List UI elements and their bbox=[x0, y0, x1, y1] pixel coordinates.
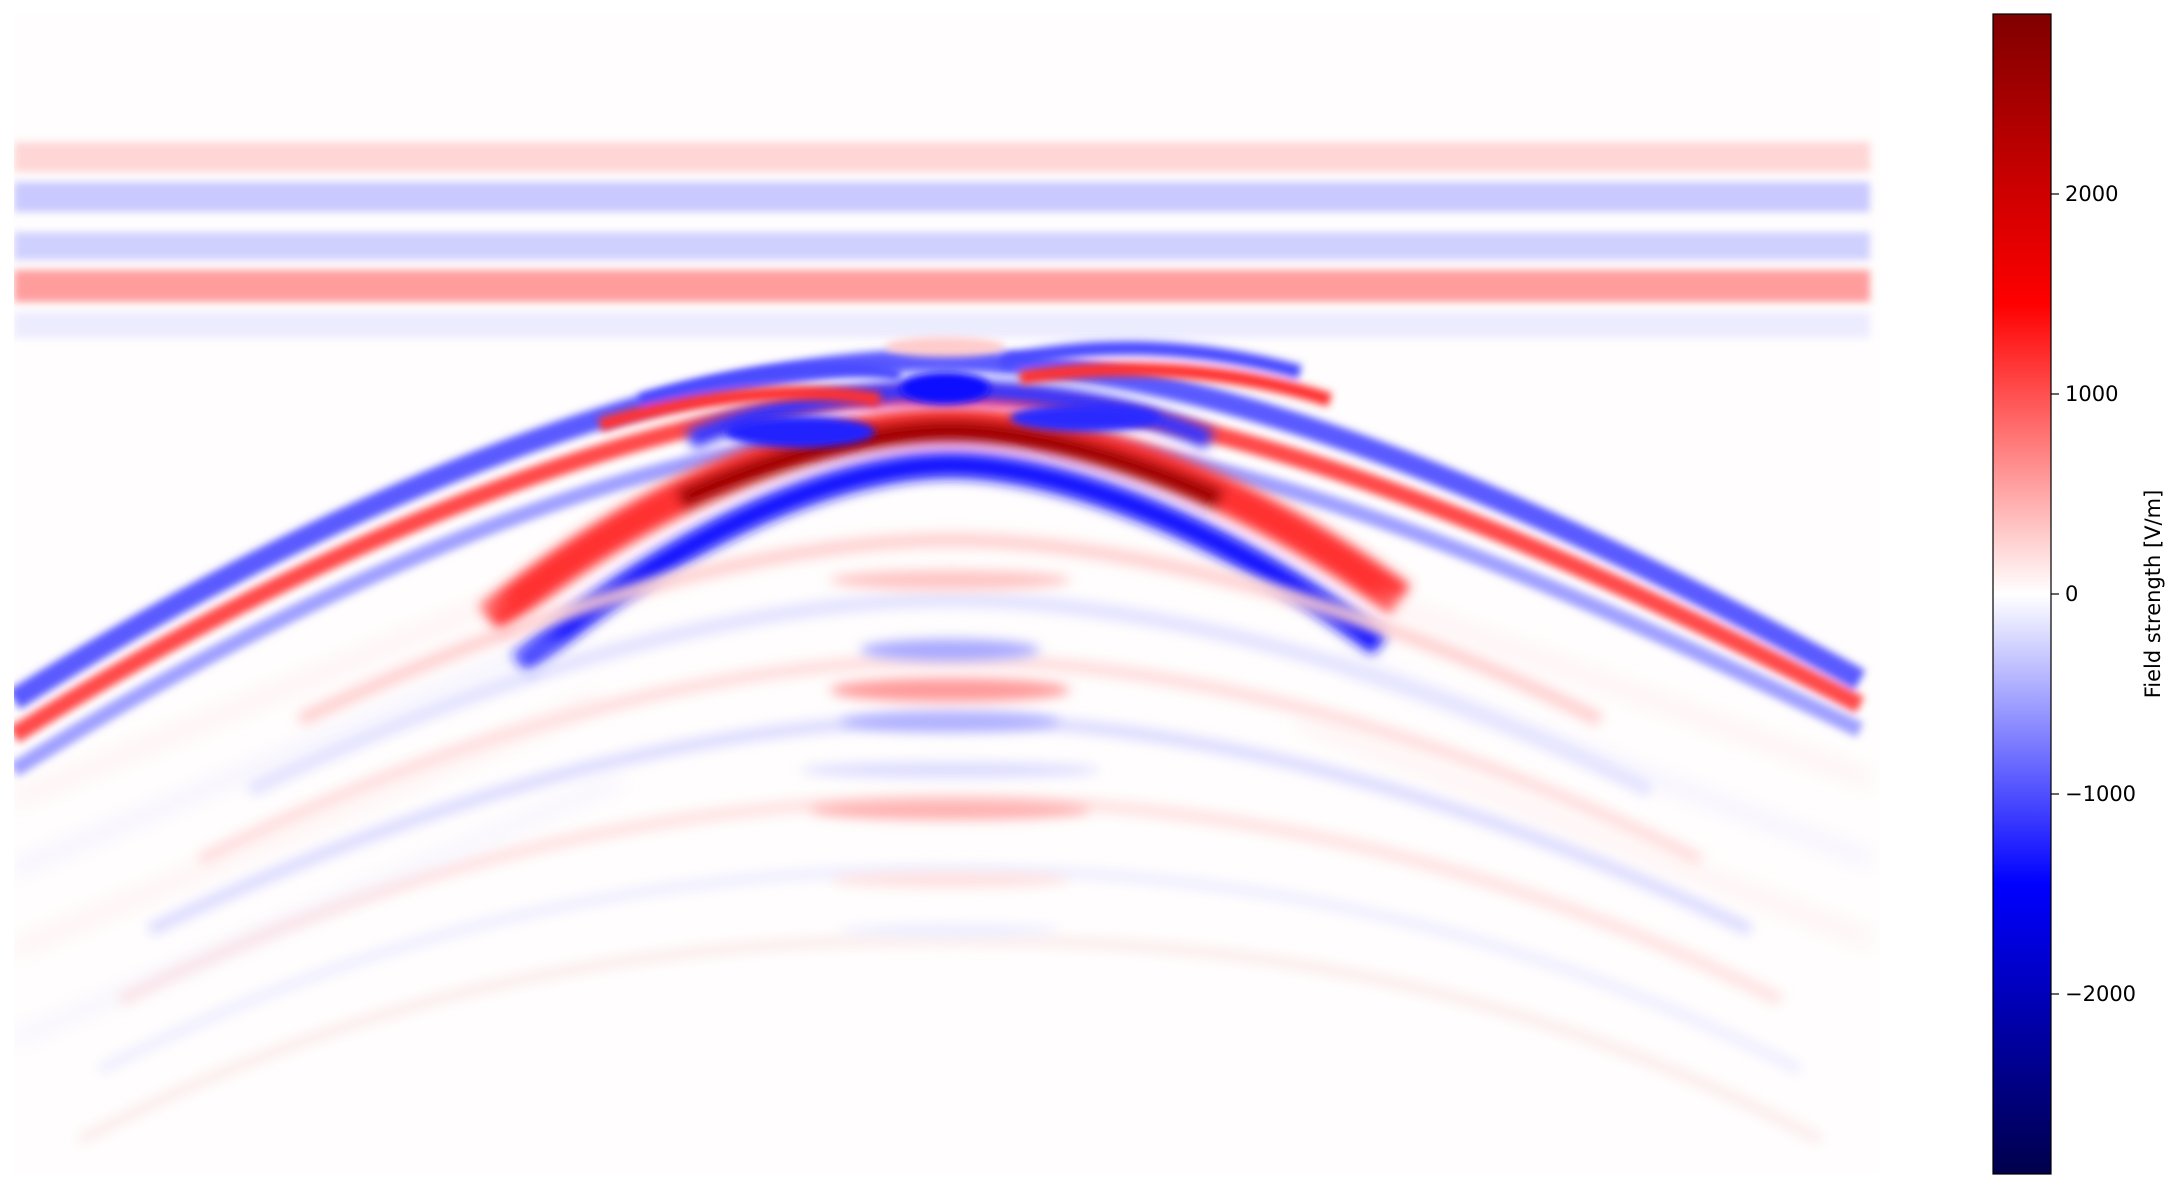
upper-right-red-arc bbox=[1018, 362, 1333, 407]
band-4 bbox=[14, 270, 1870, 302]
colorbar-tick-label: −2000 bbox=[2065, 982, 2136, 1006]
colorbar-tick-label: 2000 bbox=[2065, 182, 2118, 206]
outer-reflection-blue bbox=[14, 348, 1866, 710]
apex-blue-blob bbox=[900, 372, 990, 404]
apex-red-top bbox=[885, 337, 1005, 357]
upper-right-blue-arc bbox=[998, 341, 1302, 379]
streak-left-4 bbox=[14, 775, 622, 1045]
central-blue-1 bbox=[860, 639, 1040, 661]
primary-reflection-blue bbox=[511, 451, 1388, 675]
streak-left-3 bbox=[14, 695, 602, 955]
streak-right-3 bbox=[1298, 715, 1872, 945]
central-red-3 bbox=[810, 800, 1090, 820]
multiple-7 bbox=[77, 934, 1823, 1145]
heatmap-image bbox=[14, 14, 1880, 1174]
band-3 bbox=[14, 232, 1870, 260]
central-red-1 bbox=[830, 570, 1070, 590]
band-2 bbox=[14, 182, 1870, 212]
central-blue-3 bbox=[800, 762, 1100, 778]
right-blue-lobe bbox=[1010, 404, 1160, 432]
direct-wave-bands bbox=[14, 142, 1870, 338]
colorbar-label: Field strength [V/m] bbox=[2141, 490, 2165, 699]
band-1 bbox=[14, 142, 1870, 172]
central-red-4 bbox=[830, 873, 1070, 887]
central-blue-4 bbox=[840, 924, 1060, 936]
colorbar-tick-label: −1000 bbox=[2065, 782, 2136, 806]
colorbar-tick-label: 0 bbox=[2065, 582, 2078, 606]
multiple-6 bbox=[97, 864, 1803, 1075]
colorbar-tick-label: 1000 bbox=[2065, 382, 2118, 406]
multiple-1 bbox=[296, 532, 1604, 727]
upper-left-red-arc bbox=[597, 386, 882, 432]
central-blue-2 bbox=[840, 712, 1060, 732]
colorbar-ticks: −2000 −1000 0 1000 2000 bbox=[2051, 182, 2136, 1006]
colorbar: −2000 −1000 0 1000 2000 Field strength [V/m] bbox=[1992, 13, 2165, 1175]
streak-left-1 bbox=[14, 595, 502, 805]
streak-left-2 bbox=[14, 635, 562, 875]
colorbar-gradient bbox=[1992, 13, 2052, 1175]
streak-right-2 bbox=[1338, 655, 1872, 865]
primary-reflection-dark-core bbox=[675, 418, 1225, 511]
central-red-2 bbox=[830, 678, 1070, 702]
streak-right-1 bbox=[1378, 595, 1872, 785]
edge-streaks bbox=[14, 595, 1872, 1045]
central-reflections bbox=[800, 570, 1100, 936]
apex-details bbox=[597, 337, 1333, 448]
left-blue-lobe bbox=[725, 416, 875, 448]
band-5 bbox=[14, 312, 1870, 338]
upper-left-blue-arc bbox=[638, 363, 902, 406]
